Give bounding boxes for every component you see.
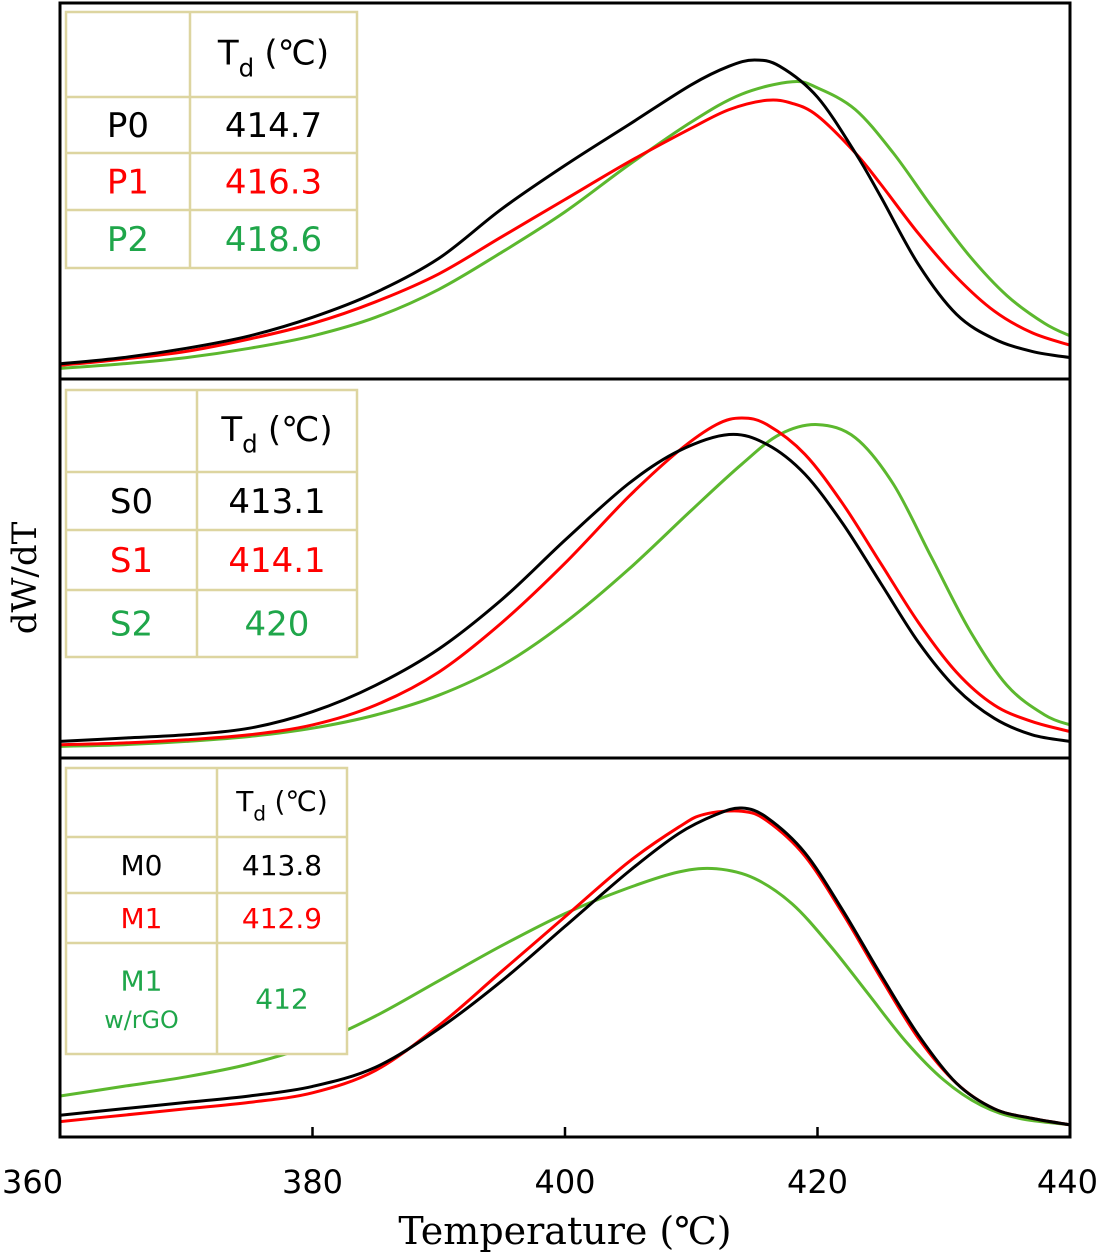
table-td-value: 412 (255, 983, 308, 1016)
table-sample-name: S0 (110, 482, 153, 522)
table-td-value: 416.3 (225, 163, 322, 203)
table-header-td: Td (℃) (217, 34, 329, 83)
table-td-value: 412.9 (242, 902, 322, 935)
series-group (60, 806, 1070, 1127)
x-tick-label: 440 (1037, 1163, 1098, 1201)
series-line-p2 (60, 79, 1070, 370)
table-sample-name: M0 (121, 849, 163, 882)
panel-1: Td (℃) P0 414.7 P1 416.3 P2 418.6 (58, 1, 1072, 381)
table-sample-name: P2 (107, 220, 149, 260)
table-td-value: 420 (245, 605, 310, 645)
table-sample-name: S1 (110, 541, 153, 581)
x-axis-title: Temperature (℃) (398, 1209, 731, 1253)
series-line-m0 (60, 806, 1070, 1127)
series-group (60, 58, 1070, 370)
table-sample-name: M1 (121, 902, 163, 935)
panel-3: Td (℃) M0 413.8 M1 412.9 M1 w/rGO 412 (58, 756, 1072, 1139)
series-line-s1 (60, 416, 1070, 747)
table-sample-name-line2: w/rGO (104, 1006, 178, 1034)
table-header-td: Td (℃) (235, 785, 328, 826)
table-sample-name: P1 (107, 163, 149, 203)
table-sample-name: P0 (107, 106, 149, 146)
series-line-p0 (60, 58, 1070, 366)
series-line-m1-w-rgo (60, 866, 1070, 1127)
x-tick-label: 360 (2, 1163, 63, 1201)
td-table: Td (℃) M0 413.8 M1 412.9 M1 w/rGO 412 (64, 766, 349, 1056)
series-line-s0 (60, 432, 1070, 743)
td-table: Td (℃) P0 414.7 P1 416.3 P2 418.6 (64, 10, 359, 270)
series-line-m1 (60, 809, 1070, 1127)
table-td-value: 413.8 (242, 849, 322, 882)
td-table: Td (℃) S0 413.1 S1 414.1 S2 420 (64, 388, 359, 659)
y-axis-title: dW/dT (5, 521, 45, 634)
table-td-value: 414.1 (228, 541, 325, 581)
table-header-td: Td (℃) (220, 410, 332, 459)
table-td-value: 413.1 (228, 482, 325, 522)
panel-2: Td (℃) S0 413.1 S1 414.1 S2 420 (58, 377, 1072, 760)
table-sample-name: M1 (121, 965, 163, 998)
series-line-p1 (60, 98, 1070, 367)
x-tick-label: 400 (534, 1163, 595, 1201)
table-sample-name: S2 (110, 605, 153, 645)
x-tick-label: 380 (282, 1163, 343, 1201)
table-td-value: 418.6 (225, 220, 322, 260)
x-tick-label: 420 (787, 1163, 848, 1201)
series-group (60, 416, 1070, 748)
series-line-s2 (60, 423, 1070, 748)
table-td-value: 414.7 (225, 106, 322, 146)
